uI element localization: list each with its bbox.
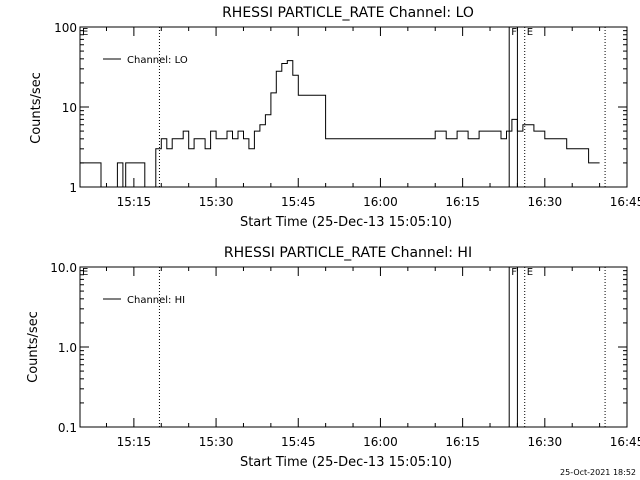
flag-label: E: [82, 267, 88, 278]
y-tick-label: 0.1: [58, 421, 77, 435]
x-axis-label: Start Time (25-Dec-13 15:05:10): [240, 215, 452, 230]
x-tick-label: 15:45: [281, 195, 316, 209]
plot-frame: [79, 266, 628, 428]
x-tick-label: 16:45: [610, 195, 640, 209]
y-axis-label: Counts/sec: [26, 311, 41, 383]
x-tick-label: 15:15: [117, 435, 152, 449]
y-tick-label: 10.0: [50, 261, 77, 275]
y-tick-label: 10: [62, 101, 77, 115]
legend: Channel: LO: [103, 55, 188, 66]
x-tick-label: 15:45: [281, 435, 316, 449]
y-axis-label: Counts/sec: [29, 72, 44, 144]
flag-label: F: [511, 27, 517, 38]
x-tick-label: 16:00: [363, 435, 398, 449]
y-tick-label: 1.0: [58, 341, 77, 355]
plot-frame: [79, 26, 628, 188]
x-tick-label: 15:30: [199, 435, 234, 449]
x-tick-label: 16:00: [363, 195, 398, 209]
x-tick-label: 15:30: [199, 195, 234, 209]
flag-label: E: [82, 27, 88, 38]
x-tick-label: 15:15: [117, 195, 152, 209]
x-tick-label: 16:15: [445, 435, 480, 449]
legend-entry: Channel: LO: [127, 55, 188, 66]
x-tick-label: 16:30: [528, 435, 563, 449]
series-line: [80, 60, 600, 188]
legend: Channel: HI: [103, 295, 185, 306]
x-axis-label: Start Time (25-Dec-13 15:05:10): [240, 455, 452, 470]
flag-label: F: [511, 267, 517, 278]
panel-lo: RHESSI PARTICLE_RATE Channel: LO Counts/…: [29, 5, 640, 230]
chart-title: RHESSI PARTICLE_RATE Channel: LO: [222, 5, 474, 21]
y-tick-label: 100: [54, 21, 77, 35]
chart-title: RHESSI PARTICLE_RATE Channel: HI: [224, 245, 472, 261]
x-tick-label: 16:15: [445, 195, 480, 209]
flag-label: E: [527, 27, 533, 38]
x-tick-label: 16:30: [528, 195, 563, 209]
legend-entry: Channel: HI: [127, 295, 185, 306]
x-tick-label: 16:45: [610, 435, 640, 449]
panel-hi: RHESSI PARTICLE_RATE Channel: HI Counts/…: [26, 245, 640, 470]
timestamp: 25-Oct-2021 18:52: [560, 468, 636, 477]
flag-label: E: [527, 267, 533, 278]
y-tick-label: 1: [69, 181, 77, 195]
